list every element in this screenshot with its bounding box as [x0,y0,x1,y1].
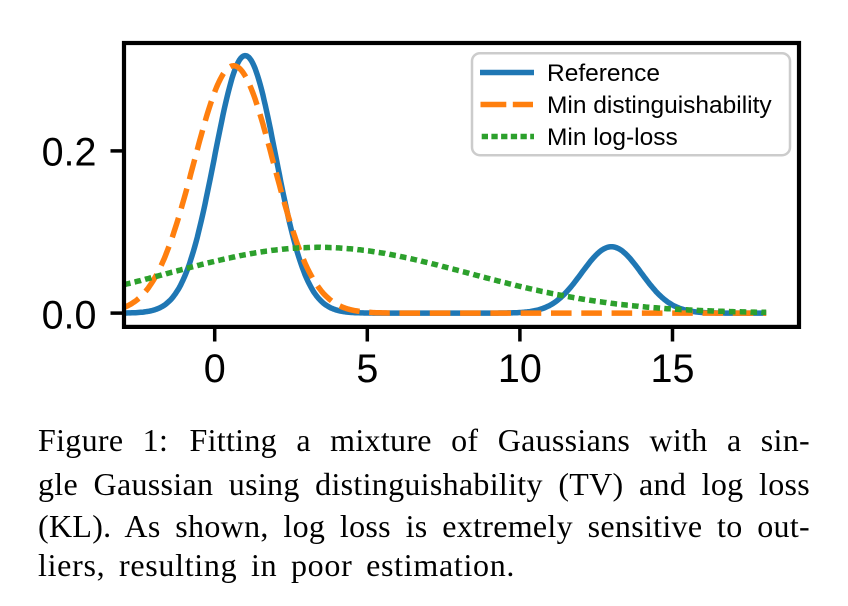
svg-text:0.2: 0.2 [42,130,97,174]
svg-text:15: 15 [651,347,695,391]
svg-text:10: 10 [498,347,542,391]
svg-text:Min distinguishability: Min distinguishability [547,92,772,119]
svg-text:Min log-loss: Min log-loss [547,124,678,151]
svg-text:Reference: Reference [547,60,660,87]
svg-text:0.0: 0.0 [42,294,97,338]
svg-text:5: 5 [356,347,378,391]
svg-text:0: 0 [204,347,226,391]
